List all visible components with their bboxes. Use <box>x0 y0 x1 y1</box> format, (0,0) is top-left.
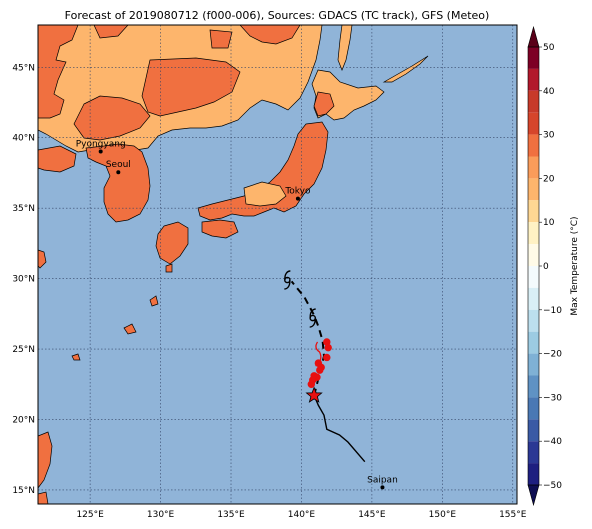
graticule <box>38 25 517 504</box>
city-marker <box>116 170 121 175</box>
colorbar-tick-label: −40 <box>543 437 562 447</box>
colorbar-band <box>528 331 539 354</box>
longitude-tick-labels: 125°E 130°E 135°E 140°E 145°E 150°E 155°E <box>76 510 526 520</box>
colorbar-tick-label: −30 <box>543 393 562 403</box>
taiwan <box>38 249 47 269</box>
latitude-tick-label: 35°N <box>12 204 35 214</box>
longitude-tick-label: 130°E <box>147 510 175 520</box>
colorbar-tick-label: −50 <box>543 481 562 491</box>
map-title: Forecast of 2019080712 (f000-006), Sourc… <box>65 9 490 22</box>
colorbar-label: Max Temperature (°C) <box>570 216 580 315</box>
colorbar-tick-label: 10 <box>543 218 555 228</box>
colorbar-band <box>528 266 539 288</box>
city-marker <box>98 149 103 154</box>
city-label: Saipan <box>367 475 398 485</box>
current-position-star-icon <box>305 386 323 403</box>
latitude-tick-label: 25°N <box>12 345 35 355</box>
colorbar-band <box>528 397 539 420</box>
hokkaido-hot-region <box>313 91 335 117</box>
colorbar-band <box>528 112 539 135</box>
honshu <box>197 121 329 221</box>
sakhalin <box>337 25 353 71</box>
latitude-tick-label: 45°N <box>12 63 35 73</box>
mainland-hot-region <box>93 25 129 39</box>
city-label: Seoul <box>106 160 131 170</box>
forecast-point <box>310 372 318 380</box>
colorbar-band <box>528 90 539 113</box>
korean-peninsula <box>85 143 151 223</box>
latitude-tick-label: 40°N <box>12 134 35 144</box>
mainland-hot-region <box>38 25 79 119</box>
ryukyu-islands <box>71 263 173 361</box>
colorbar-band <box>528 353 539 376</box>
colorbar-tick-label: −10 <box>543 306 562 316</box>
colorbar-tick-label: 30 <box>543 131 555 141</box>
colorbar-tick-label: 20 <box>543 174 555 184</box>
colorbar-band <box>528 287 539 310</box>
forecast-spread-curve <box>315 341 322 367</box>
colorbar-band <box>528 222 539 245</box>
colorbar-band <box>528 463 539 485</box>
mainland-hot-region <box>209 29 233 49</box>
honshu-warm-region <box>243 181 287 207</box>
shikoku <box>201 219 239 239</box>
forecast-point <box>323 353 331 362</box>
land-masses <box>38 25 429 504</box>
forecast-point <box>316 366 324 374</box>
city-label: Tokyo <box>284 187 311 197</box>
colorbar-tick-label: 40 <box>543 87 555 97</box>
forecast-ensemble-points <box>307 338 332 388</box>
longitude-tick-label: 145°E <box>358 510 386 520</box>
longitude-tick-label: 155°E <box>499 510 527 520</box>
mainland-hot-region <box>239 25 301 45</box>
forecast-point <box>307 380 316 388</box>
longitude-tick-label: 150°E <box>429 510 457 520</box>
city-marker <box>380 485 385 490</box>
latitude-tick-label: 20°N <box>12 415 35 425</box>
colorbar-band <box>528 68 539 91</box>
colorbar-band <box>528 309 539 332</box>
map-frame <box>37 24 518 505</box>
longitude-tick-label: 125°E <box>76 510 104 520</box>
colorbar-band <box>528 244 539 266</box>
city-markers: Pyongyang Seoul Tokyo Saipan <box>76 140 398 490</box>
colorbar-band <box>528 441 539 464</box>
longitude-tick-label: 140°E <box>288 510 316 520</box>
city-marker <box>295 196 300 201</box>
colorbar-band <box>528 200 539 223</box>
colorbar-tick-label: 0 <box>543 262 549 272</box>
small-philippine-islands <box>38 491 49 504</box>
colorbar-band <box>528 375 539 398</box>
typhoon-symbols <box>284 270 317 328</box>
colorbar-band <box>528 178 539 201</box>
latitude-tick-label: 30°N <box>12 275 35 285</box>
typhoon-icon <box>284 270 291 290</box>
colorbar-max-arrow <box>527 25 540 48</box>
latitude-tick-label: 15°N <box>12 486 35 496</box>
luzon <box>38 431 53 489</box>
colorbar-band <box>528 419 539 442</box>
kyushu <box>155 221 189 265</box>
forecast-point <box>323 338 331 346</box>
colorbar: 50 40 30 20 10 0 −10 −20 −30 −40 −50 <box>527 25 562 507</box>
typhoon-icon <box>309 308 317 328</box>
colorbar-tick-label: 50 <box>543 43 555 53</box>
mainland-hot-region <box>73 95 151 141</box>
past-track-line <box>313 395 366 463</box>
city-label: Pyongyang <box>76 140 126 150</box>
china-coast <box>38 145 77 173</box>
longitude-tick-label: 135°E <box>217 510 245 520</box>
kuril-islands <box>382 55 429 83</box>
colorbar-band <box>528 134 539 157</box>
colorbar-tick-label: −20 <box>543 350 562 360</box>
colorbar-min-arrow <box>527 484 540 507</box>
map-area: Pyongyang Seoul Tokyo Saipan <box>38 25 517 504</box>
mainland-hot-region <box>141 57 241 117</box>
colorbar-band <box>528 156 539 179</box>
colorbar-band <box>528 47 539 69</box>
latitude-tick-labels: 15°N 20°N 25°N 30°N 35°N 40°N 45°N <box>12 63 35 496</box>
